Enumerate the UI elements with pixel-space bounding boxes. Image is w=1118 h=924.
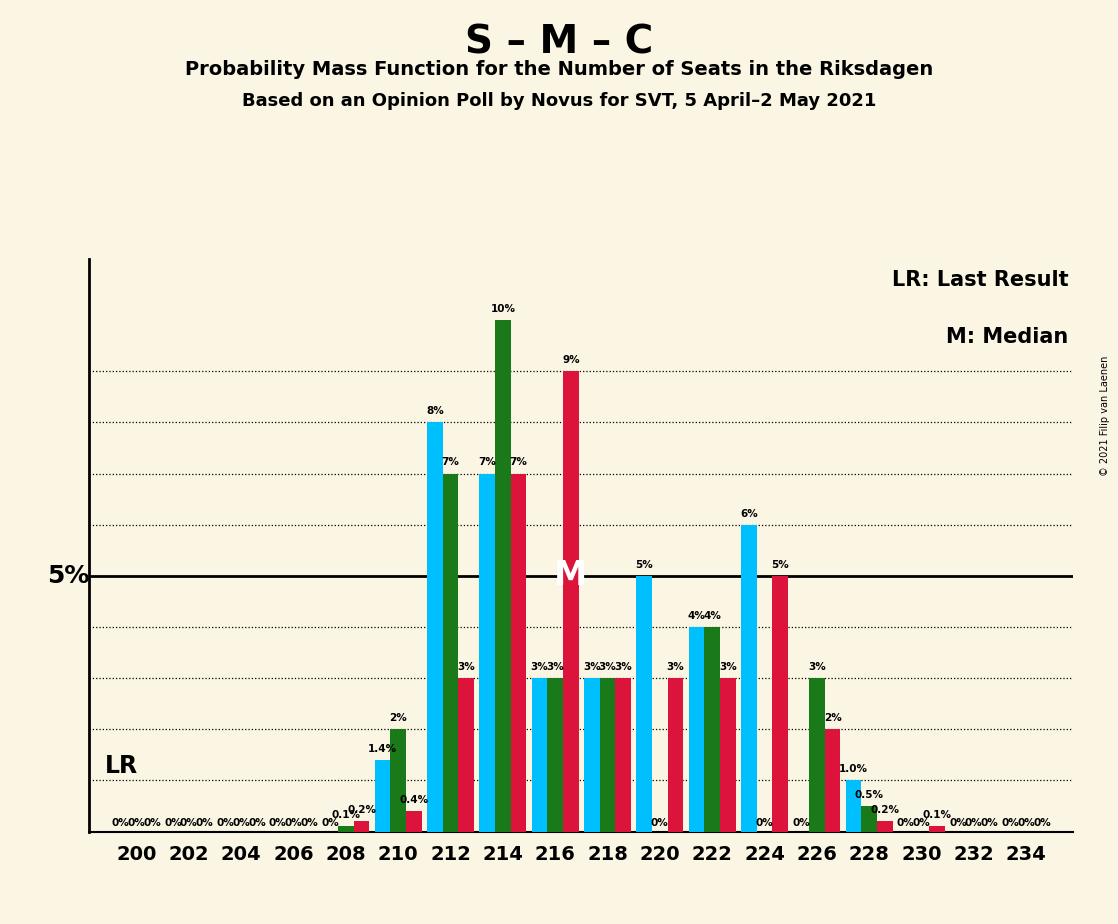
Text: 0%: 0% — [164, 818, 182, 828]
Text: 0.4%: 0.4% — [399, 795, 428, 805]
Text: 0%: 0% — [196, 818, 214, 828]
Text: 3%: 3% — [808, 662, 826, 672]
Text: 0%: 0% — [143, 818, 161, 828]
Text: 1.4%: 1.4% — [368, 744, 397, 754]
Text: 3%: 3% — [719, 662, 737, 672]
Bar — [548, 678, 563, 832]
Text: 0%: 0% — [285, 818, 302, 828]
Text: 0%: 0% — [233, 818, 250, 828]
Text: 0%: 0% — [217, 818, 235, 828]
Text: © 2021 Filip van Laenen: © 2021 Filip van Laenen — [1100, 356, 1109, 476]
Text: 4%: 4% — [688, 611, 705, 621]
Text: 10%: 10% — [491, 304, 515, 314]
Text: 0%: 0% — [180, 818, 198, 828]
Bar — [667, 678, 683, 832]
Text: 5%: 5% — [771, 560, 789, 570]
Text: 0.5%: 0.5% — [854, 790, 883, 800]
Bar — [773, 576, 788, 832]
Text: M: M — [555, 559, 588, 592]
Text: 5%: 5% — [635, 560, 653, 570]
Text: 0%: 0% — [301, 818, 319, 828]
Text: Probability Mass Function for the Number of Seats in the Riksdagen: Probability Mass Function for the Number… — [184, 60, 934, 79]
Bar — [584, 678, 599, 832]
Text: 0.1%: 0.1% — [331, 810, 360, 821]
Bar — [689, 627, 704, 832]
Bar — [443, 473, 458, 832]
Bar — [845, 781, 861, 832]
Bar — [375, 760, 390, 832]
Bar — [599, 678, 615, 832]
Text: 0%: 0% — [1002, 818, 1020, 828]
Text: 0%: 0% — [321, 818, 339, 828]
Text: 7%: 7% — [510, 457, 528, 468]
Text: 0%: 0% — [112, 818, 130, 828]
Text: M: Median: M: Median — [946, 327, 1069, 347]
Text: 2%: 2% — [824, 713, 842, 723]
Text: 3%: 3% — [615, 662, 632, 672]
Bar — [406, 811, 421, 832]
Bar — [458, 678, 474, 832]
Bar — [338, 826, 353, 832]
Text: S – M – C: S – M – C — [465, 23, 653, 61]
Text: 0.2%: 0.2% — [871, 805, 899, 815]
Text: 0%: 0% — [756, 818, 774, 828]
Text: 0%: 0% — [651, 818, 669, 828]
Text: 0%: 0% — [127, 818, 145, 828]
Text: 0%: 0% — [965, 818, 983, 828]
Bar — [741, 525, 757, 832]
Bar — [825, 729, 841, 832]
Text: 5%: 5% — [47, 564, 89, 588]
Text: 0%: 0% — [912, 818, 930, 828]
Bar — [861, 806, 877, 832]
Text: 7%: 7% — [479, 457, 496, 468]
Bar — [532, 678, 548, 832]
Text: 0%: 0% — [1033, 818, 1051, 828]
Text: 0.1%: 0.1% — [922, 810, 951, 821]
Text: 8%: 8% — [426, 407, 444, 416]
Text: 0.2%: 0.2% — [347, 805, 376, 815]
Bar — [511, 473, 527, 832]
Text: LR: Last Result: LR: Last Result — [892, 270, 1069, 290]
Text: 3%: 3% — [598, 662, 616, 672]
Text: 0%: 0% — [793, 818, 811, 828]
Bar — [809, 678, 825, 832]
Bar — [427, 422, 443, 832]
Text: 3%: 3% — [582, 662, 600, 672]
Bar — [495, 320, 511, 832]
Bar — [353, 821, 369, 832]
Text: LR: LR — [105, 754, 139, 778]
Text: Based on an Opinion Poll by Novus for SVT, 5 April–2 May 2021: Based on an Opinion Poll by Novus for SV… — [241, 92, 877, 110]
Text: 0%: 0% — [269, 818, 286, 828]
Bar — [480, 473, 495, 832]
Text: 1.0%: 1.0% — [838, 764, 868, 774]
Bar — [636, 576, 652, 832]
Bar — [704, 627, 720, 832]
Text: 3%: 3% — [531, 662, 548, 672]
Bar — [877, 821, 893, 832]
Bar — [563, 371, 579, 832]
Text: 0%: 0% — [949, 818, 967, 828]
Text: 3%: 3% — [666, 662, 684, 672]
Text: 9%: 9% — [562, 355, 580, 365]
Text: 2%: 2% — [389, 713, 407, 723]
Text: 0%: 0% — [897, 818, 915, 828]
Text: 7%: 7% — [442, 457, 459, 468]
Text: 3%: 3% — [547, 662, 565, 672]
Text: 0%: 0% — [248, 818, 266, 828]
Text: 4%: 4% — [703, 611, 721, 621]
Text: 0%: 0% — [980, 818, 998, 828]
Text: 3%: 3% — [457, 662, 475, 672]
Bar — [615, 678, 631, 832]
Text: 0%: 0% — [1017, 818, 1035, 828]
Bar — [929, 826, 945, 832]
Bar — [390, 729, 406, 832]
Text: 6%: 6% — [740, 508, 758, 518]
Bar — [720, 678, 736, 832]
